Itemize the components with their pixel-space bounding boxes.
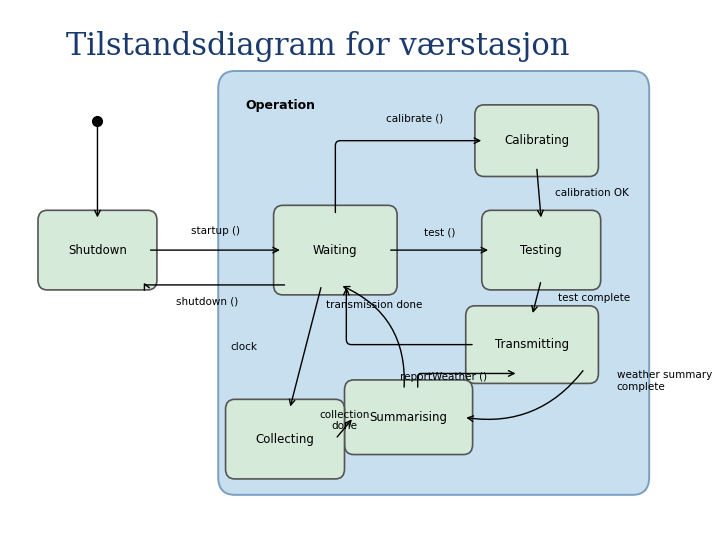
FancyBboxPatch shape — [274, 205, 397, 295]
Text: calibrate (): calibrate () — [386, 114, 443, 124]
FancyBboxPatch shape — [38, 210, 157, 290]
Text: Transmitting: Transmitting — [495, 338, 569, 351]
Text: weather summary
complete: weather summary complete — [617, 370, 712, 392]
Text: reportWeather (): reportWeather () — [400, 372, 487, 382]
FancyBboxPatch shape — [482, 210, 600, 290]
Text: Shutdown: Shutdown — [68, 244, 127, 256]
Text: Summarising: Summarising — [369, 411, 448, 424]
FancyBboxPatch shape — [475, 105, 598, 177]
Text: test (): test () — [424, 227, 455, 237]
Text: Tilstandsdiagram for værstasjon: Tilstandsdiagram for værstasjon — [66, 31, 570, 62]
Text: transmission done: transmission done — [325, 300, 422, 310]
FancyBboxPatch shape — [225, 400, 344, 479]
Text: Collecting: Collecting — [256, 433, 315, 446]
Text: Waiting: Waiting — [313, 244, 358, 256]
Text: clock: clock — [230, 342, 258, 352]
Text: test complete: test complete — [558, 293, 630, 303]
Text: calibration OK: calibration OK — [555, 188, 629, 198]
Text: Testing: Testing — [521, 244, 562, 256]
Text: shutdown (): shutdown () — [176, 297, 238, 307]
Text: Calibrating: Calibrating — [504, 134, 570, 147]
FancyBboxPatch shape — [218, 71, 649, 495]
FancyBboxPatch shape — [344, 380, 472, 455]
Text: collection
done: collection done — [319, 409, 369, 431]
Text: startup (): startup () — [191, 226, 240, 236]
Text: Operation: Operation — [246, 99, 315, 112]
FancyBboxPatch shape — [466, 306, 598, 383]
